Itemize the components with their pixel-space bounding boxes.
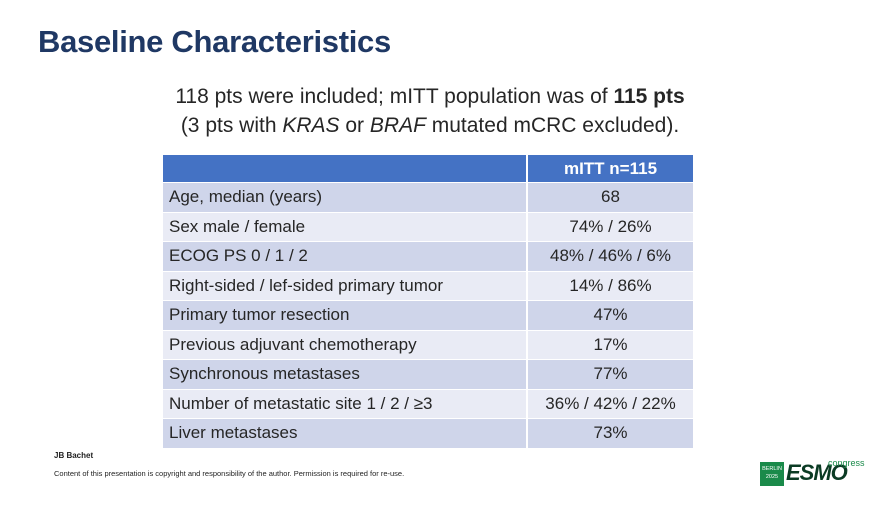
logo-word: congress [828,458,865,468]
row-label: Primary tumor resection [163,300,527,330]
subtitle-bold: 115 pts [613,85,685,108]
logo-city-badge: BERLIN 2025 [760,462,784,486]
row-value: 77% [526,359,693,389]
logo-brand: ESMO [786,460,848,485]
header-mitt: mITT n=115 [527,155,693,183]
row-label: Number of metastatic site 1 / 2 / ≥3 [163,388,527,419]
row-label: ECOG PS 0 / 1 / 2 [163,241,527,271]
subtitle-text: mutated mCRC excluded). [425,114,680,137]
gene-kras: KRAS [282,114,340,137]
row-value: 17% [526,329,693,360]
row-value: 48% / 46% / 6% [526,241,693,271]
row-value: 73% [526,418,693,448]
table-row: ECOG PS 0 / 1 / 2 48% / 46% / 6% [163,241,693,271]
logo-year: 2025 [765,474,779,480]
row-label: Previous adjuvant chemotherapy [163,329,527,360]
row-label: Sex male / female [163,211,527,242]
row-value: 14% / 86% [526,270,693,301]
copyright-notice: Content of this presentation is copyrigh… [54,469,405,478]
table-row: Liver metastases 73% [163,418,693,448]
logo-city: BERLIN [762,466,782,472]
subtitle-text: or [339,114,370,137]
gene-braf: BRAF [369,114,426,137]
row-value: 74% / 26% [526,211,693,242]
slide-subtitle: 118 pts were included; mITT population w… [150,82,710,140]
subtitle-text: 118 pts were included; mITT population w… [175,85,614,108]
esmo-congress-logo: BERLIN 2025 ESMO congress [760,458,870,490]
header-characteristic [163,155,528,183]
table-row: Synchronous metastases 77% [163,359,693,389]
subtitle-text: (3 pts with [180,114,283,137]
row-value: 47% [526,300,693,330]
slide-title: Baseline Characteristics [38,24,391,59]
row-label: Right-sided / lef-sided primary tumor [163,270,527,301]
row-label: Age, median (years) [163,182,527,212]
row-value: 36% / 42% / 22% [526,388,693,419]
table-row: Previous adjuvant chemotherapy 17% [163,329,693,360]
table-row: Right-sided / lef-sided primary tumor 14%… [163,270,693,301]
row-value: 68 [526,182,693,212]
table-row: Primary tumor resection 47% [163,300,693,330]
author-name: JB Bachet [54,451,94,460]
table-row: Age, median (years) 68 [163,182,693,212]
row-label: Liver metastases [163,418,527,448]
row-label: Synchronous metastases [163,359,527,389]
table-header-row: mITT n=115 [163,155,693,183]
table-row: Sex male / female 74% / 26% [163,211,693,242]
baseline-table: mITT n=115 Age, median (years) 68 Sex male… [163,155,693,448]
table-row: Number of metastatic site 1 / 2 / ≥3 36% … [163,388,693,419]
